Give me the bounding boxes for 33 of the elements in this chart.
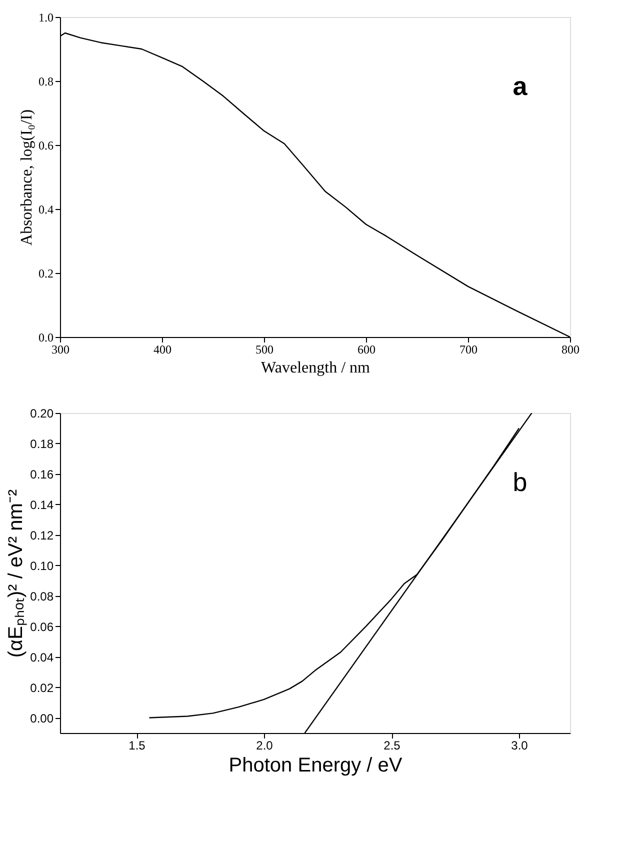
y-tick-label: 0.04: [30, 650, 54, 664]
y-tick-label: 0.18: [30, 436, 54, 451]
y-tick-label: 0.0: [38, 330, 54, 344]
y-tick-label: 0.10: [30, 558, 54, 573]
x-tick-label: 1.5: [128, 738, 146, 752]
x-tick-label: 700: [460, 342, 478, 356]
annotation: b: [512, 467, 528, 497]
x-tick-label: 400: [154, 342, 172, 356]
y-tick-label: 0.08: [30, 589, 54, 604]
y-tick-label: 0.12: [30, 528, 54, 542]
annotation: a: [512, 71, 528, 101]
y-tick-label: 0.6: [38, 138, 54, 152]
x-tick-label: 2.5: [384, 738, 401, 752]
y-tick-label: 0.2: [38, 266, 54, 280]
y-axis-title: (αEₚₕₒₜ)² / eV² nm⁻²: [5, 489, 28, 658]
x-tick-label: 300: [52, 342, 70, 356]
y-tick-label: 0.20: [30, 406, 54, 420]
y-tick-label: 0.00: [30, 711, 54, 726]
x-axis-title: Wavelength / nm: [261, 360, 371, 376]
x-tick-label: 3.0: [511, 738, 528, 752]
y-tick-label: 1.0: [38, 10, 54, 24]
y-tick-label: 0.06: [30, 620, 54, 634]
x-tick-label: 500: [256, 342, 274, 356]
y-tick-label: 0.14: [30, 498, 54, 512]
y-tick-label: 0.02: [30, 680, 54, 695]
y-tick-label: 0.8: [38, 74, 54, 88]
x-axis-title: Photon Energy / eV: [228, 754, 403, 776]
y-axis-title: Absorbance, log(I₀/I): [18, 109, 36, 246]
x-tick-label: 2.0: [256, 738, 274, 752]
y-tick-label: 0.16: [30, 467, 54, 482]
x-tick-label: 600: [358, 342, 376, 356]
x-tick-label: 800: [562, 342, 580, 356]
y-tick-label: 0.4: [38, 202, 54, 216]
